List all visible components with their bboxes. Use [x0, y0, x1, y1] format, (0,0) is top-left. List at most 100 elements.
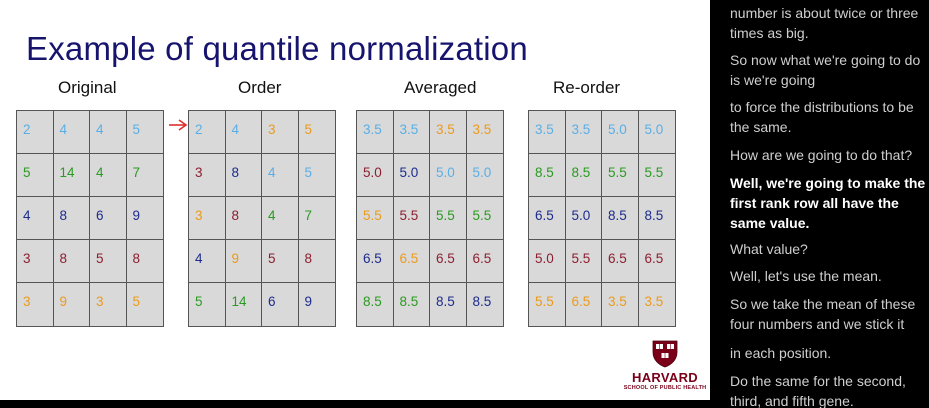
table-cell: 9: [126, 197, 163, 240]
table-cell: 6.5: [602, 240, 639, 283]
table-cell: 3.5: [565, 111, 602, 154]
table-cell: 5: [262, 240, 299, 283]
transcript-line[interactable]: in each position.: [730, 345, 832, 361]
shield-icon: [652, 340, 678, 368]
table-cell: 5.0: [430, 154, 467, 197]
table-cell: 5: [298, 111, 335, 154]
table-cell: 5.0: [602, 111, 639, 154]
table-cell: 6: [262, 283, 299, 326]
table-cell: 3.5: [430, 111, 467, 154]
logo-subtitle: SCHOOL OF PUBLIC HEALTH: [623, 385, 707, 391]
table-cell: 3: [17, 240, 54, 283]
table-cell: 6.5: [393, 240, 430, 283]
transcript-line[interactable]: How are we going to do that?: [730, 147, 913, 163]
table-cell: 3.5: [529, 111, 566, 154]
averaged-table: 3.5 3.5 3.5 3.5 5.0 5.0 5.0 5.0 5.5 5.5 5.5 5.5 6.5 6…: [356, 110, 504, 327]
table-cell: 9: [54, 283, 90, 326]
table-cell: 5.5: [638, 154, 675, 197]
table-cell: 5.5: [565, 240, 602, 283]
table-cell: 3: [17, 283, 54, 326]
table-cell: 9: [225, 240, 262, 283]
table-cell: 5.0: [466, 154, 503, 197]
table-cell: 8.5: [430, 283, 467, 326]
table-cell: 5: [90, 240, 127, 283]
table-cell: 4: [189, 240, 226, 283]
table-cell: 4: [90, 111, 127, 154]
transcript-line[interactable]: Well, let's use the mean.: [730, 268, 882, 284]
table-cell: 14: [53, 154, 90, 197]
original-table-label: Original: [58, 78, 117, 97]
right-arrow-icon: [169, 119, 188, 131]
table-cell: 6.5: [430, 240, 467, 283]
table-cell: 4: [53, 111, 90, 154]
table-cell: 8: [53, 197, 90, 240]
table-cell: 8: [298, 240, 335, 283]
reorder-table-label: Re-order: [553, 78, 621, 97]
slide-title: Example of quantile normalization: [26, 30, 528, 67]
table-cell: 8: [225, 197, 262, 240]
table-cell: 3: [189, 154, 226, 197]
table-cell: 3.5: [393, 111, 430, 154]
table-cell: 6.5: [466, 240, 503, 283]
table-cell: 6.5: [566, 283, 602, 326]
table-cell: 8.5: [638, 197, 675, 240]
table-cell: 5: [132, 294, 141, 309]
table-cell: 5: [126, 111, 163, 154]
table-cell: 8: [126, 240, 163, 283]
table-cell: 6: [90, 197, 127, 240]
harvard-logo: HARVARD SCHOOL OF PUBLIC HEALTH: [620, 340, 710, 400]
table-cell: 8.5: [394, 283, 430, 326]
table-cell: 4: [17, 197, 54, 240]
table-cell: 3: [189, 197, 226, 240]
table-cell: 5.0: [529, 240, 566, 283]
table-cell: 3.5: [466, 111, 503, 154]
table-cell: 5: [189, 283, 226, 326]
table-cell: 4: [262, 154, 299, 197]
transcript-panel[interactable]: number is about twice or three times as …: [718, 0, 929, 408]
table-cell: 6.5: [529, 197, 566, 240]
transcript-line[interactable]: So we take the mean of these four number…: [730, 296, 916, 332]
table-cell: 14: [226, 283, 262, 326]
table-cell: 9: [304, 294, 313, 309]
reorder-table: 3.5 3.5 5.0 5.0 8.5 8.5 5.5 5.5 6.5 5.0 8.5 8.5 5.0 5…: [528, 110, 676, 327]
table-cell: 8.5: [529, 154, 566, 197]
order-table: 2 4 3 5 3 8 4 5 3 8 4 7 4 9 5 8 5 14 6 9: [188, 110, 336, 327]
table-cell: 6.5: [357, 240, 394, 283]
table-cell: 5.5: [357, 197, 394, 240]
table-cell: 8.5: [602, 197, 639, 240]
table-cell: 4: [225, 111, 262, 154]
table-cell: 5.0: [357, 154, 394, 197]
transcript-line[interactable]: number is about twice or three times as …: [730, 5, 919, 41]
table-cell: 5: [298, 154, 335, 197]
averaged-table-label: Averaged: [404, 78, 477, 97]
table-cell: 3: [90, 283, 127, 326]
transcript-line-active[interactable]: Well, we're going to make the first rank…: [730, 175, 926, 231]
table-cell: 7: [298, 197, 335, 240]
table-cell: 8.5: [357, 283, 394, 326]
transcript-line[interactable]: So now what we're going to do is we're g…: [730, 52, 921, 88]
table-cell: 6.5: [638, 240, 675, 283]
table-cell: 5.0: [565, 197, 602, 240]
transcript-line[interactable]: What value?: [730, 241, 808, 257]
table-cell: 8.5: [565, 154, 602, 197]
table-cell: 8.5: [472, 294, 492, 309]
table-cell: 5.5: [529, 283, 566, 326]
table-cell: 5.5: [602, 154, 639, 197]
transcript-line[interactable]: Do the same for the second, third, and f…: [730, 373, 906, 408]
table-cell: 5.5: [393, 197, 430, 240]
table-cell: 3: [262, 111, 299, 154]
transcript-line[interactable]: to force the distributions to be the sam…: [730, 99, 914, 135]
table-cell: 3.5: [644, 294, 664, 309]
logo-name: HARVARD: [632, 370, 698, 385]
original-table: 2 4 4 5 5 14 4 7 4 8 6 9 3 8 5 8 3 9 3 5: [16, 110, 164, 327]
table-cell: 4: [262, 197, 299, 240]
table-cell: 4: [90, 154, 127, 197]
table-cell: 5: [17, 154, 54, 197]
order-table-label: Order: [238, 78, 282, 97]
table-cell: 2: [189, 111, 226, 154]
lecture-slide: Example of quantile normalization Origin…: [0, 0, 710, 400]
table-cell: 8: [53, 240, 90, 283]
table-cell: 5.5: [466, 197, 503, 240]
table-cell: 3.5: [602, 283, 639, 326]
table-cell: 3.5: [357, 111, 394, 154]
